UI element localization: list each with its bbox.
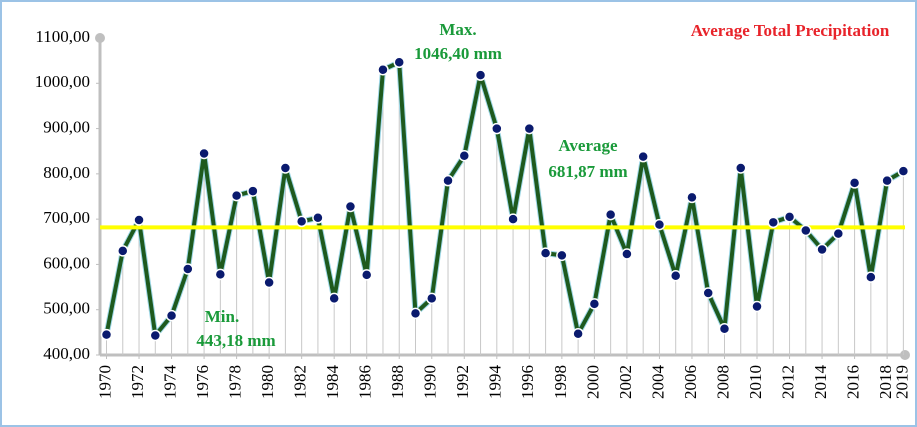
y-tick-label: 500,00 — [43, 299, 90, 318]
x-tick-label: 2012 — [778, 365, 797, 399]
marker — [214, 268, 227, 281]
marker — [409, 307, 422, 320]
x-tick-label: 2019 — [892, 365, 911, 399]
marker — [669, 270, 682, 282]
marker — [734, 162, 747, 174]
marker — [295, 215, 308, 228]
annotation: Min. — [205, 307, 239, 326]
x-tick-label: 1978 — [226, 365, 245, 399]
marker — [686, 191, 698, 204]
marker — [865, 271, 877, 283]
marker — [377, 63, 389, 76]
marker — [556, 249, 568, 262]
marker — [312, 212, 324, 224]
marker — [279, 162, 292, 174]
marker — [572, 327, 584, 340]
marker — [474, 69, 487, 81]
y-tick-label: 600,00 — [43, 253, 90, 272]
marker — [539, 247, 552, 259]
marker — [165, 309, 178, 322]
annotation: 681,87 mm — [548, 162, 627, 181]
marker — [344, 200, 357, 213]
annotation: 1046,40 mm — [414, 44, 502, 63]
annotation: Average — [558, 136, 618, 155]
marker — [393, 56, 405, 69]
marker — [783, 211, 796, 223]
x-tick-label: 2006 — [681, 365, 700, 399]
x-tick-label: 2004 — [648, 365, 667, 400]
marker — [458, 149, 471, 162]
marker — [491, 122, 503, 135]
series-outline — [103, 59, 905, 339]
x-tick-label: 1980 — [258, 365, 277, 399]
x-tick-label: 1996 — [518, 365, 537, 399]
marker — [426, 292, 438, 305]
marker — [442, 174, 454, 187]
y-tick-label: 800,00 — [43, 163, 90, 182]
marker — [328, 292, 340, 305]
x-tick-label: 1976 — [193, 365, 212, 399]
marker — [247, 185, 259, 197]
marker — [653, 218, 666, 231]
marker — [702, 287, 714, 299]
marker — [133, 214, 145, 226]
marker — [604, 208, 617, 221]
marker — [263, 276, 275, 289]
x-tick-label: 2010 — [746, 365, 765, 399]
marker — [800, 224, 812, 237]
axis-end — [900, 350, 910, 360]
x-tick-label: 2018 — [876, 365, 895, 399]
x-tick-label: 1992 — [453, 365, 472, 399]
marker — [360, 269, 373, 281]
annotation: 443,18 mm — [196, 331, 275, 350]
marker — [198, 147, 210, 160]
x-tick-label: 1998 — [551, 365, 570, 399]
y-tick-label: 1100,00 — [35, 27, 90, 46]
x-tick-label: 1972 — [128, 365, 147, 399]
marker — [832, 227, 845, 240]
x-tick-label: 1986 — [356, 365, 375, 399]
marker — [149, 329, 162, 342]
marker — [751, 300, 763, 313]
marker — [816, 243, 828, 256]
marker — [182, 263, 194, 275]
y-tick-label: 700,00 — [43, 208, 90, 227]
marker — [637, 150, 649, 163]
marker — [718, 322, 731, 335]
marker — [507, 213, 519, 225]
x-tick-label: 2002 — [616, 365, 635, 399]
x-tick-label: 1990 — [421, 365, 440, 399]
marker — [897, 165, 910, 177]
x-tick-label: 1982 — [291, 365, 310, 399]
series-line — [104, 60, 905, 338]
marker — [588, 298, 601, 310]
x-tick-label: 2014 — [811, 365, 830, 400]
x-tick-label: 2016 — [843, 365, 862, 399]
x-tick-label: 1988 — [388, 365, 407, 399]
x-tick-label: 1974 — [160, 365, 179, 400]
marker — [767, 216, 780, 229]
y-tick-label: 400,00 — [43, 344, 90, 363]
marker — [230, 189, 243, 202]
marker — [848, 177, 861, 189]
marker — [523, 122, 536, 135]
marker — [117, 245, 129, 257]
marker — [881, 174, 893, 187]
x-tick-label: 2000 — [583, 365, 602, 399]
y-tick-label: 900,00 — [43, 117, 90, 136]
marker — [621, 248, 633, 260]
y-tick-label: 1000,00 — [35, 72, 90, 91]
x-tick-label: 1984 — [323, 365, 342, 400]
annotation: Max. — [439, 20, 476, 39]
x-tick-label: 1970 — [95, 365, 114, 399]
x-tick-label: 2008 — [713, 365, 732, 399]
marker — [100, 328, 113, 341]
chart-title: Average Total Precipitation — [691, 21, 890, 40]
x-tick-label: 1994 — [486, 365, 505, 400]
